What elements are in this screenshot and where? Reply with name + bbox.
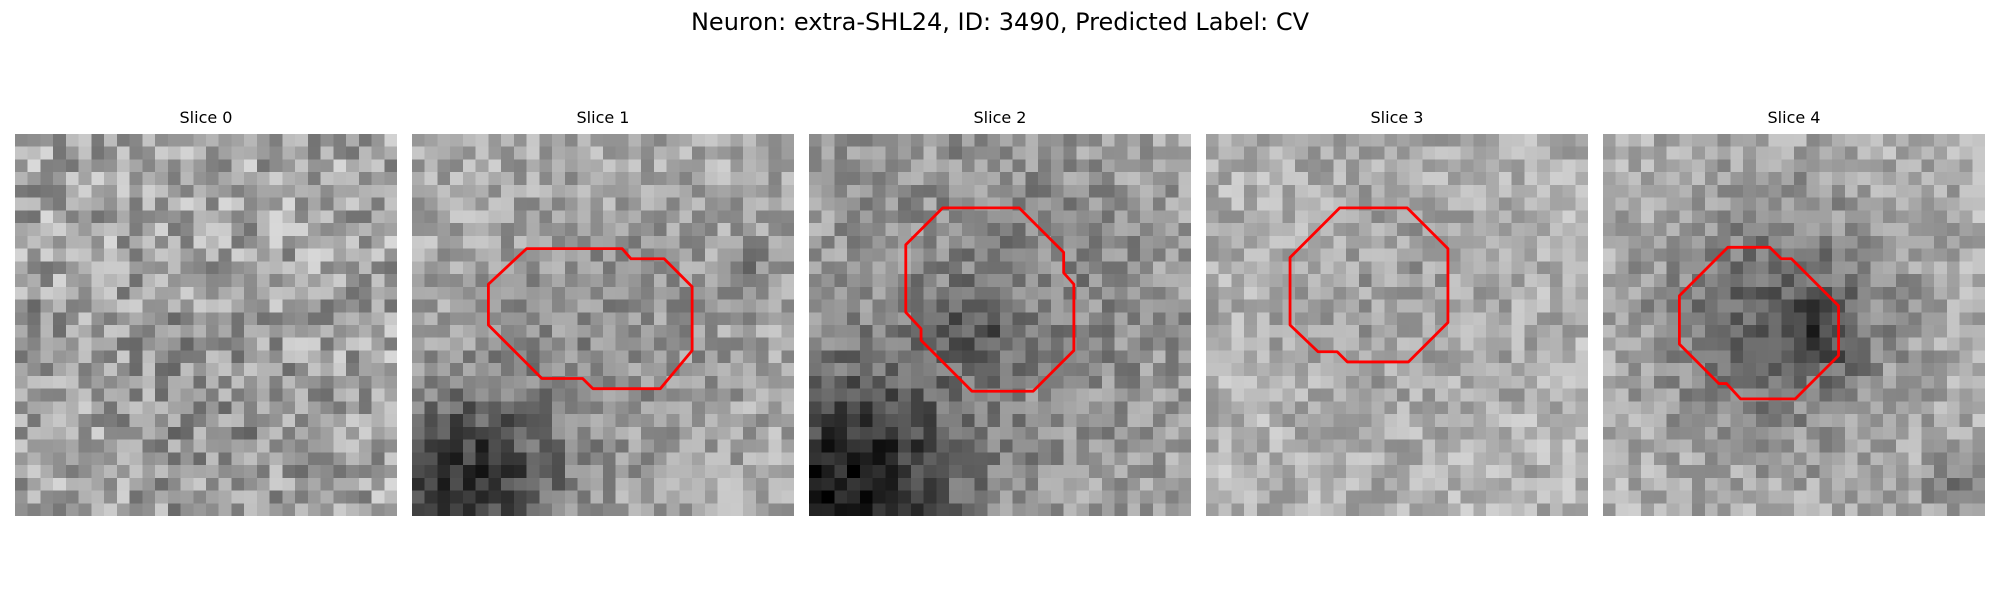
segmentation-contour: [904, 206, 1076, 393]
segmentation-contour: [1677, 245, 1840, 401]
slice-title: Slice 3: [1370, 108, 1424, 127]
slice-panel: Slice 2: [809, 108, 1191, 516]
slice-panel: Slice 4: [1603, 108, 1985, 516]
slice-title: Slice 2: [973, 108, 1027, 127]
segmentation-contour: [486, 247, 694, 391]
slice-image: [1206, 134, 1588, 516]
slice-panel: Slice 0: [15, 108, 397, 516]
slice-image: [809, 134, 1191, 516]
slice-image: [412, 134, 794, 516]
segmentation-contour: [1288, 206, 1450, 364]
slice-image: [15, 134, 397, 516]
figure-title: Neuron: extra-SHL24, ID: 3490, Predicted…: [690, 8, 1310, 36]
slice-title: Slice 1: [576, 108, 630, 127]
slice-panel: Slice 3: [1206, 108, 1588, 516]
slice-title: Slice 0: [179, 108, 233, 127]
slice-panel: Slice 1: [412, 108, 794, 516]
slice-title: Slice 4: [1767, 108, 1821, 127]
slice-image: [1603, 134, 1985, 516]
